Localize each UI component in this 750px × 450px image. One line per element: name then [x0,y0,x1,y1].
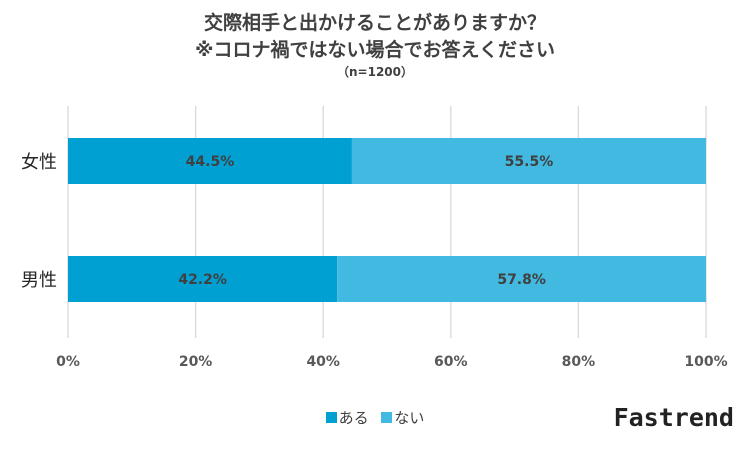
stacked-bar-chart: 44.5% 55.5% 女性 42.2% 57.8% 男性 0% 20% 40% 60% 80% 10… [21,106,728,370]
x-tick-label-2: 40% [306,354,340,370]
x-tick-label-1: 20% [179,354,213,370]
category-label-1: 男性 [21,270,57,291]
bar-0-0 [68,138,352,184]
chart-title: 交際相手と出かけることがありますか？ ※コロナ禍ではない場合でお答えください （… [0,10,750,80]
chart-subtitle: （n=1200） [337,65,413,79]
data-label-0-0: 44.5% [186,154,235,170]
legend-swatch-aru [325,412,337,423]
x-tick-label-5: 100% [684,354,727,370]
data-label-1-0: 42.2% [178,272,227,288]
bar-0-1 [351,138,706,184]
legend-item-aru: ある [325,407,369,428]
bar-1-0 [68,256,338,302]
legend-label-aru: ある [338,409,369,427]
legend-item-nai: ない [381,407,424,428]
legend-label-nai: ない [394,409,425,427]
x-tick-label-0: 0% [56,354,80,370]
category-label-0: 女性 [21,152,57,173]
data-label-0-1: 55.5% [505,154,554,170]
brand-logo: Fastrend [613,403,734,432]
chart-title-line-2: ※コロナ禍ではない場合でお答えください [195,39,555,61]
chart-title-line-1: 交際相手と出かけることがありますか？ [203,12,546,34]
x-tick-label-4: 80% [562,354,596,370]
bar-1-1 [337,256,706,302]
x-tick-label-3: 60% [434,354,468,370]
legend: ある ない [0,407,750,428]
legend-swatch-nai [381,412,393,423]
data-label-1-1: 57.8% [497,272,546,288]
